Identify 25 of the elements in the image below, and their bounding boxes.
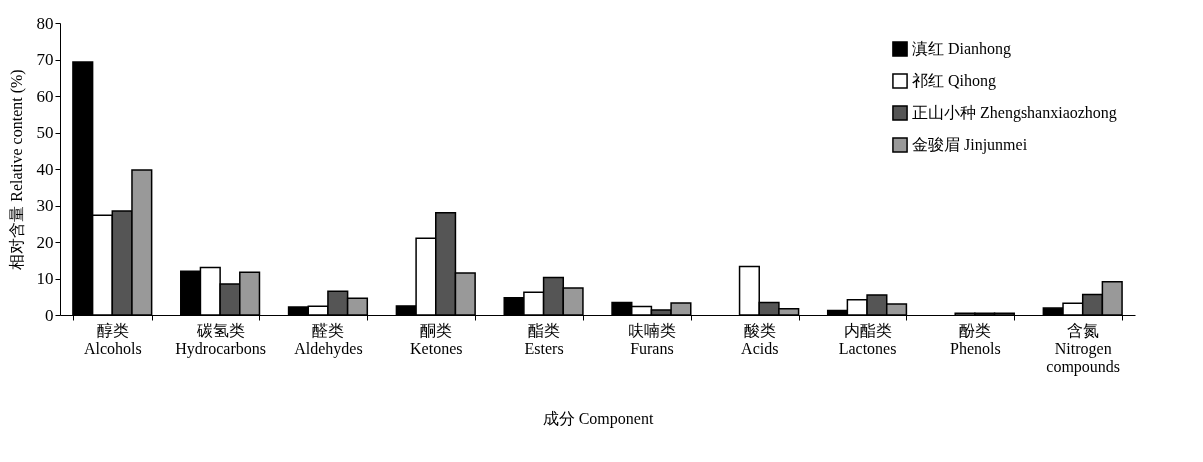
y-tick-label: 10 (36, 269, 54, 288)
x-axis-title: 成分 Component (542, 409, 654, 428)
y-tick-label: 30 (36, 196, 54, 215)
x-tick-label: 醇类 Alcohols (83, 321, 142, 357)
x-tick-label: 内酯类 Lactones (838, 321, 897, 357)
x-tick-label: 呋喃类 Furans (627, 321, 676, 357)
x-tick-label: 酮类 Ketones (410, 321, 463, 357)
x-tick-label: 含氮 Nitrogen compounds (1046, 321, 1121, 376)
y-tick-label: 20 (36, 232, 54, 252)
y-tick-label: 70 (36, 50, 54, 69)
x-tick-label: 碳氢类 Hydrocarbons (175, 321, 266, 358)
legend-label: 金骏眉 Jinjunmei (912, 136, 1028, 154)
legend-label: 正山小种 Zhengshanxiaozhong (912, 104, 1117, 122)
y-tick-label: 80 (36, 13, 54, 33)
y-tick-label: 50 (36, 123, 54, 142)
x-tick-label: 酚类 Phenols (950, 321, 1001, 357)
y-tick-label: 60 (36, 86, 54, 106)
y-tick-label: 0 (45, 305, 54, 325)
y-axis-title: 相对含量 Relative content (%) (7, 69, 26, 270)
legend-label: 滇红 Dianhong (912, 40, 1012, 58)
x-tick-label: 醛类 Aldehydes (294, 321, 363, 358)
x-tick-label: 酯类 Esters (524, 321, 564, 357)
y-tick-label: 40 (36, 159, 54, 179)
legend-label: 祁红 Qihong (912, 72, 996, 90)
x-tick-label: 酸类 Acids (741, 321, 779, 357)
